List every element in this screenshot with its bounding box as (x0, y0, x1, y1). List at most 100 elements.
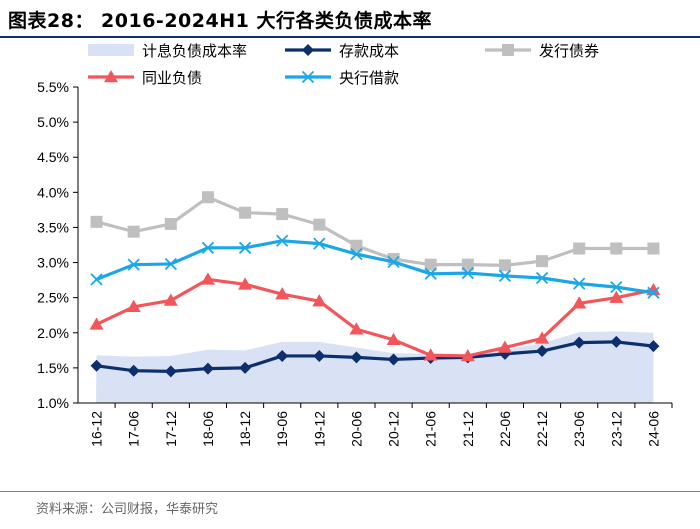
data-point (276, 234, 289, 247)
data-point (201, 362, 214, 375)
data-point (276, 208, 289, 221)
data-point (104, 70, 118, 83)
data-point-stroke (424, 267, 437, 280)
data-point (387, 253, 400, 266)
data-point (201, 191, 214, 204)
data-point (239, 361, 252, 374)
axis-layer: 1.0% 1.5% 2.0% 2.5% 3.0% 3.5% 4.0% 4.5% 5.0% 5.5%… (37, 79, 673, 447)
data-point-stroke (647, 286, 660, 299)
series-line (96, 340, 654, 373)
data-point (535, 271, 549, 285)
data-point-stroke (164, 257, 177, 271)
data-point (313, 218, 326, 231)
data-point (239, 206, 252, 219)
legend-label: 存款成本 (339, 42, 399, 60)
x-tick-label: 21-06 (423, 411, 439, 447)
data-point (89, 317, 104, 330)
x-tick-label: 16-12 (89, 411, 105, 447)
data-point (502, 44, 514, 56)
data-point (313, 349, 326, 362)
data-point-stroke (387, 255, 400, 268)
x-tick-label: 18-06 (200, 411, 216, 447)
data-point (301, 70, 315, 84)
data-point (609, 290, 624, 303)
data-point (201, 241, 215, 254)
y-tick-label: 4.0% (37, 184, 69, 200)
data-point-stroke (498, 269, 512, 283)
data-point (163, 293, 178, 306)
data-point (386, 332, 401, 346)
data-point-stroke (127, 258, 140, 271)
x-tick-label: 21-12 (460, 411, 476, 447)
legend-item: 存款成本 (285, 42, 399, 60)
y-tick-label: 5.5% (37, 79, 69, 95)
series-同业负债 (89, 272, 661, 362)
x-tick-label: 17-06 (126, 411, 142, 447)
data-point (238, 277, 253, 290)
title-divider (0, 36, 700, 38)
x-tick-label: 23-12 (608, 411, 624, 447)
data-point (497, 340, 512, 353)
data-point-stroke (461, 266, 474, 280)
lines-layer (89, 191, 661, 378)
legend-label: 计息负债成本率 (142, 42, 247, 60)
data-point (647, 286, 660, 299)
y-tick-label: 4.5% (37, 149, 69, 165)
data-point (164, 217, 177, 230)
data-point (498, 259, 511, 272)
data-point (535, 331, 550, 344)
data-point (423, 348, 438, 361)
y-tick-label: 2.5% (37, 290, 69, 306)
x-tick-label: 20-06 (348, 411, 364, 447)
data-point (573, 277, 586, 290)
x-tick-label: 19-12 (311, 411, 327, 447)
data-point (647, 340, 660, 353)
data-point (536, 255, 549, 268)
legend-item: 同业负债 (88, 69, 202, 87)
data-point (313, 237, 326, 250)
data-point-stroke (276, 234, 289, 247)
y-tick-label: 3.5% (37, 219, 69, 235)
data-point-stroke (301, 70, 315, 84)
data-point (424, 267, 437, 280)
data-point (461, 258, 474, 271)
data-point (90, 273, 103, 286)
data-point (127, 225, 140, 238)
series-line (95, 277, 654, 358)
data-point (350, 351, 363, 364)
page-title: 图表28： 2016-2024H1 大行各类负债成本率 (8, 10, 432, 32)
legend-label: 央行借款 (339, 69, 399, 87)
data-point (350, 247, 363, 261)
data-point (460, 348, 475, 362)
data-point (302, 44, 314, 56)
data-point (647, 242, 660, 255)
data-point-stroke (201, 241, 215, 254)
data-point-stroke (573, 277, 586, 290)
series-存款成本 (90, 335, 660, 378)
series-line (95, 239, 654, 295)
data-point (461, 266, 474, 280)
data-point (610, 242, 623, 255)
data-point-stroke (535, 271, 549, 285)
data-point-stroke (313, 237, 326, 250)
data-point-stroke (238, 241, 252, 254)
legend-label: 发行债券 (539, 42, 599, 60)
data-point (350, 239, 363, 252)
y-tick-label: 1.0% (37, 395, 69, 411)
data-point (349, 322, 364, 335)
data-point (90, 215, 103, 228)
series-line (96, 195, 654, 267)
legend-item: 央行借款 (285, 69, 399, 87)
series-发行债券 (90, 191, 660, 272)
x-tick-label: 22-06 (497, 411, 513, 447)
data-point (127, 258, 140, 271)
data-point (573, 242, 586, 255)
data-point (387, 353, 400, 366)
x-tick-label: 24-06 (645, 411, 661, 447)
x-tick-label: 22-12 (534, 411, 550, 447)
data-point (387, 255, 400, 268)
data-point (200, 272, 215, 285)
data-point (573, 336, 586, 349)
